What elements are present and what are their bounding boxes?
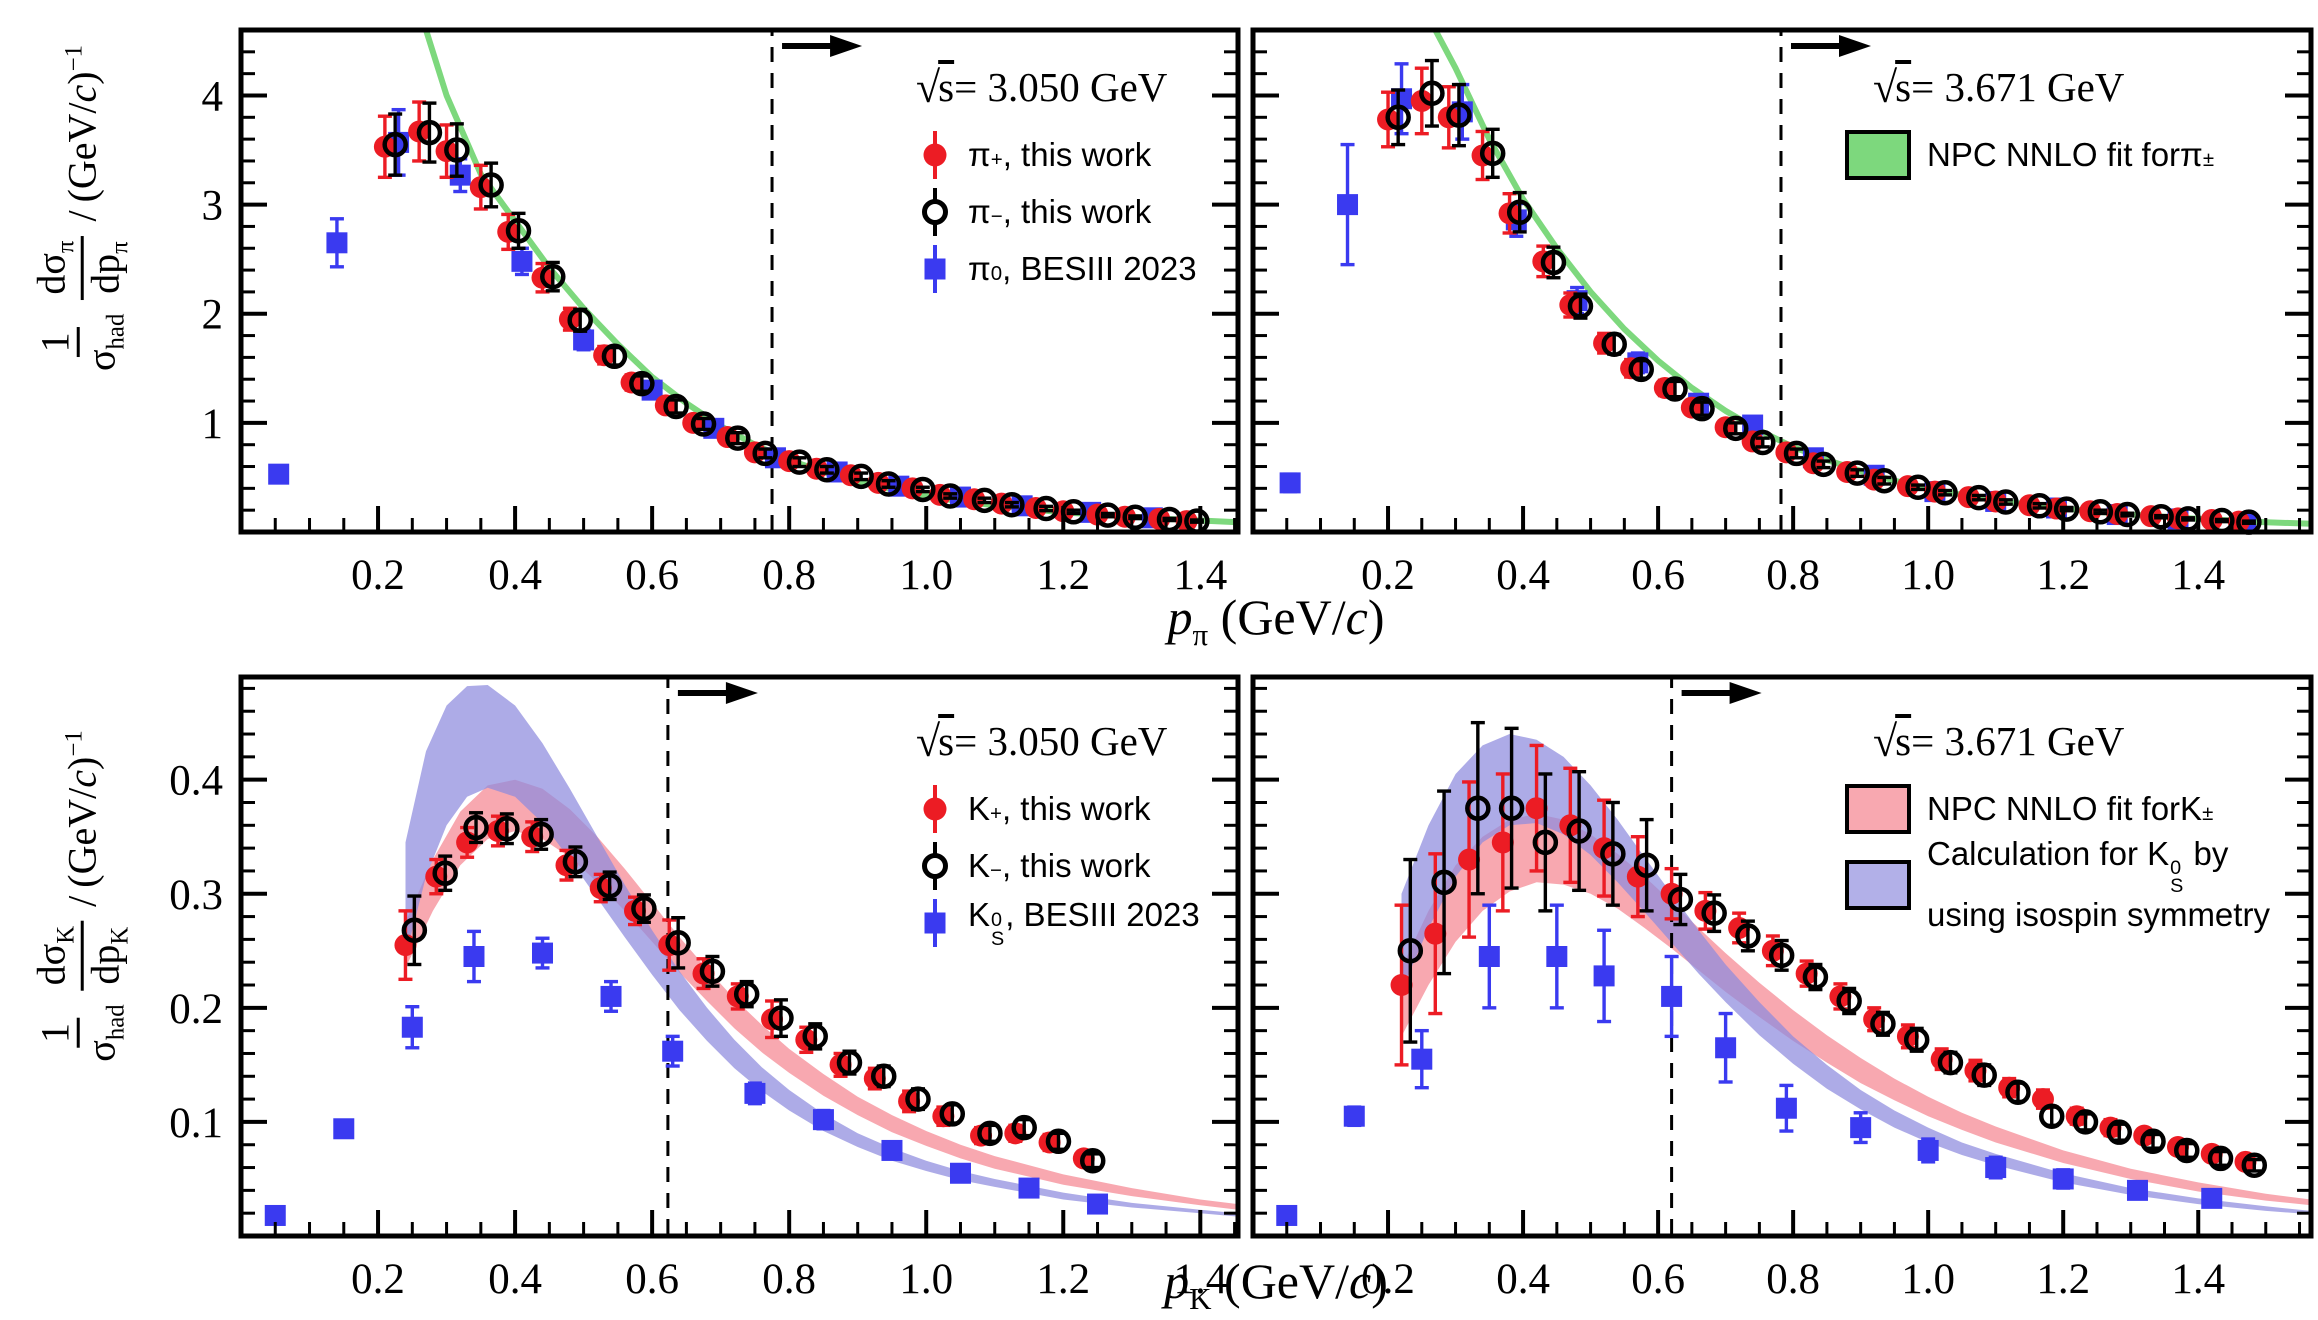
x-tick-label: 0.2 [351,1256,405,1303]
x-tick-label: 1.0 [1901,1256,1955,1303]
x-tick-label: 1.4 [2171,552,2225,599]
x-tick-label: 0.8 [762,1256,816,1303]
green-band-swatch-icon [1845,129,1911,180]
blue-square-marker-icon [918,896,952,950]
legend-bottom-right: √ s = 3.671 GeV NPC NNLO fit for K ± Calcu… [1845,702,2270,933]
x-tick-label: 0.4 [1496,1256,1550,1303]
x-tick-label: 0.6 [625,1256,679,1303]
panel-kaon-3050: 0.2 0.4 0.6 0.8 1.0 1.2 1.4 0.1 0.2 0.3 0.4 [169,674,1241,1303]
series-k-minus [1397,720,2268,1179]
sqrt-icon: √ [916,62,941,112]
x-tick-label: 0.8 [762,552,816,599]
isospin-k0s-band [1401,734,2311,1215]
x-tick-label: 0.2 [1361,552,1415,599]
sqrt-icon: √ [916,716,941,766]
panel-kaon-3671: 0.2 0.4 0.6 0.8 1.0 1.2 1.4 [1250,674,2314,1303]
legend-item-pi-plus: π +, this work [918,126,1197,183]
red-dot-marker-icon [918,128,952,182]
legend-item-pi-minus: π −, this work [918,183,1197,240]
x-tick-label: 0.6 [625,552,679,599]
y-tick-label: 0.3 [169,872,223,919]
legend-item-green-band: NPC NNLO fit for π ± [1845,126,2214,183]
x-tick-label: 0.4 [488,552,542,599]
x-tick-label: 0.2 [351,552,405,599]
sqrt-icon: √ [1873,716,1898,766]
panel-title: √ s = 3.050 GeV [916,62,1168,112]
panel-title: √ s = 3.671 GeV [1873,62,2125,112]
y-tick-label: 0.2 [169,986,223,1033]
pink-band-swatch-icon [1845,783,1911,834]
panel-pion-3050: 0.2 0.4 0.6 0.8 1.0 1.2 1.4 1 2 3 4 [202,27,1241,599]
x-tick-label: 1.4 [2171,1256,2225,1303]
x-tick-label: 0.2 [1361,1256,1415,1303]
npc-nnlo-fit-k-band [1401,813,2311,1206]
x-tick-label: 1.4 [1173,552,1227,599]
plot-frame [238,674,1241,1239]
legend-bottom-left: √ s = 3.050 GeV K +, this work K −, this wo… [860,702,1200,951]
x-tick-label: 0.8 [1766,552,1820,599]
purple-band-swatch-icon [1845,860,1911,910]
open-circle-marker-icon [918,839,952,893]
legend-item-k-minus: K −, this work [918,837,1200,894]
x-tick-label: 1.4 [1173,1256,1227,1303]
y-tick-label: 3 [202,183,224,230]
open-circle-marker-icon [918,185,952,239]
y-tick-label: 4 [202,73,224,120]
plot-frame [1250,674,2314,1239]
panel-title: √ s = 3.050 GeV [916,716,1168,766]
y-axis-title-pion: 1 σhad dσπ dpπ / (GeV/c)−1 [28,44,135,372]
x-tick-label: 0.6 [1631,1256,1685,1303]
panel-pion-3671: 0.2 0.4 0.6 0.8 1.0 1.2 1.4 [1250,27,2314,599]
x-tick-label: 0.4 [1496,552,1550,599]
x-tick-label: 1.2 [1036,1256,1090,1303]
frac-one-over-sigma-had: 1 σhad [32,313,130,372]
x-tick-label: 1.0 [899,1256,953,1303]
y-tick-label: 1 [202,401,224,448]
x-axis-title-kaon: pK (GeV/c) [1164,1253,1388,1316]
right-arrow-head-icon [725,682,758,704]
legend-top-right: √ s = 3.671 GeV NPC NNLO fit for π ± [1845,48,2214,183]
x-tick-label: 0.8 [1766,1256,1820,1303]
plot-frame [238,27,1241,535]
x-axis-title-pion: pπ (GeV/c) [1167,589,1385,652]
x-tick-label: 1.0 [899,552,953,599]
frac-dsigma-dp: dσπ dpπ [29,235,135,300]
y-tick-label: 0.4 [169,758,223,805]
y-tick-label: 0.1 [169,1100,223,1147]
blue-square-marker-icon [918,242,952,296]
frac-dsigma-dp: dσK dpK [29,920,135,991]
legend-item-k-plus: K +, this work [918,780,1200,837]
sqrt-icon: √ [1873,62,1898,112]
panel-title: √ s = 3.671 GeV [1873,716,2125,766]
right-arrow-head-icon [830,35,863,57]
frac-one-over-sigma-had: 1 σhad [32,1004,130,1062]
x-tick-label: 1.0 [1901,552,1955,599]
series-k0s-besiii [264,929,1109,1226]
series-k-minus [401,811,1106,1174]
legend-top-left: √ s = 3.050 GeV π +, this work π −, this wo… [860,48,1197,297]
plot-frame [1250,27,2314,535]
x-tick-label: 0.4 [488,1256,542,1303]
series-pi-minus [382,101,1210,534]
series-k0s-besiii [1276,903,2223,1226]
y-axis-title-kaon: 1 σhad dσK dpK / (GeV/c)−1 [28,730,135,1062]
right-arrow-head-icon [1838,35,1871,57]
x-tick-label: 1.2 [2036,1256,2090,1303]
red-dot-marker-icon [918,782,952,836]
x-tick-label: 1.2 [2036,552,2090,599]
x-tick-label: 0.6 [1631,552,1685,599]
right-arrow-head-icon [1729,682,1762,704]
isospin-k0s-band [405,685,1238,1217]
legend-item-pink-band: NPC NNLO fit for K ± [1845,780,2270,837]
x-tick-label: 1.2 [1036,552,1090,599]
y-tick-label: 2 [202,292,224,339]
